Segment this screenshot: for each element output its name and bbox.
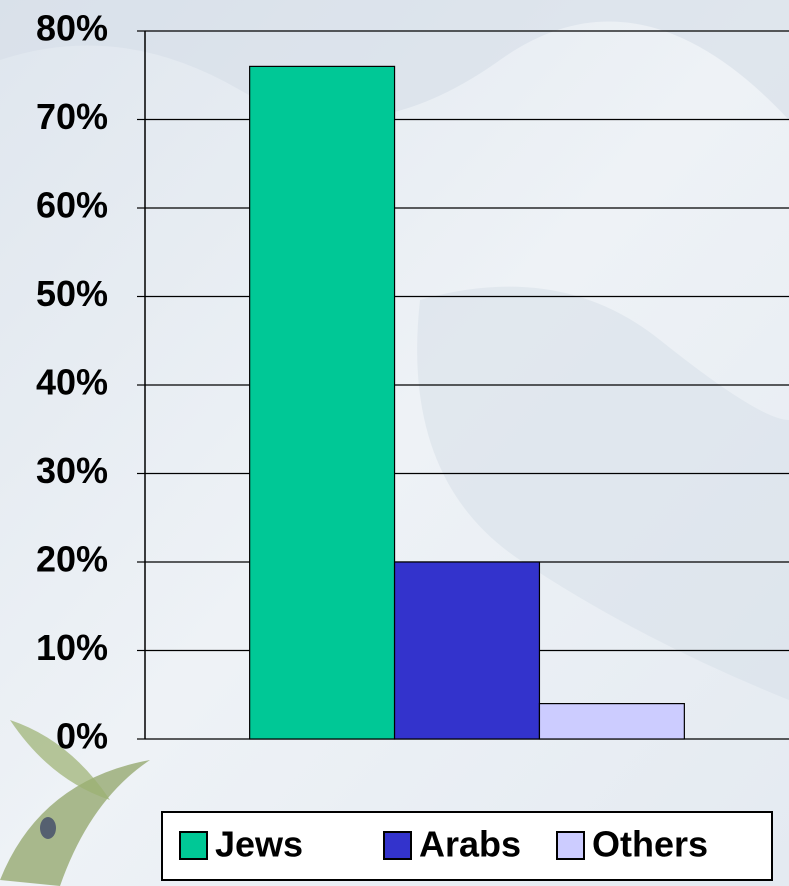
legend-box bbox=[161, 811, 773, 881]
y-tick-label: 50% bbox=[36, 273, 108, 314]
legend-swatch bbox=[179, 831, 208, 860]
y-tick-label: 30% bbox=[36, 450, 108, 491]
olive-leaf bbox=[10, 720, 110, 800]
legend-swatch bbox=[556, 831, 585, 860]
bar bbox=[393, 561, 541, 740]
y-tick-label: 40% bbox=[36, 362, 108, 403]
bar bbox=[538, 702, 685, 740]
olive-leaf bbox=[0, 760, 150, 886]
map-shape bbox=[0, 0, 789, 120]
y-tick-label: 80% bbox=[36, 8, 108, 49]
map-shape bbox=[417, 286, 789, 700]
y-tick-label: 70% bbox=[36, 96, 108, 137]
y-tick-label: 0% bbox=[56, 716, 108, 757]
legend-text: Jews bbox=[215, 824, 303, 865]
y-tick-label: 60% bbox=[36, 185, 108, 226]
olive bbox=[40, 817, 56, 839]
legend-text: Others bbox=[592, 824, 708, 865]
y-tick-label: 20% bbox=[36, 539, 108, 580]
y-tick-label: 10% bbox=[36, 627, 108, 668]
legend-swatch bbox=[383, 831, 412, 860]
bar bbox=[249, 65, 396, 740]
legend-text: Arabs bbox=[419, 824, 521, 865]
